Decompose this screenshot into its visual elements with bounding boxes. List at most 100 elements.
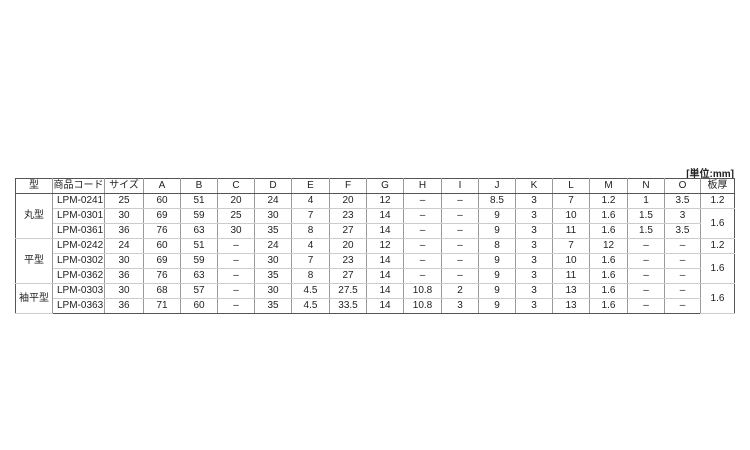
column-header: O bbox=[664, 178, 701, 194]
column-header: M bbox=[589, 178, 628, 194]
column-header: D bbox=[254, 178, 292, 194]
value-cell: 7 bbox=[552, 193, 590, 209]
value-cell: 12 bbox=[366, 193, 404, 209]
column-header: K bbox=[515, 178, 553, 194]
value-cell: 35 bbox=[254, 223, 292, 239]
value-cell: – bbox=[664, 238, 701, 254]
column-header: E bbox=[291, 178, 330, 194]
value-cell: 9 bbox=[478, 268, 516, 284]
value-cell: – bbox=[441, 238, 479, 254]
value-cell: 3 bbox=[515, 223, 553, 239]
value-cell: 3.5 bbox=[664, 223, 701, 239]
value-cell: 20 bbox=[217, 193, 255, 209]
value-cell: – bbox=[217, 298, 255, 314]
value-cell: 30 bbox=[104, 208, 144, 224]
table-row: LPM-0302 30 69 59–30 7 23 14– –9 3 10 1.6– –1.6 bbox=[16, 253, 735, 284]
value-cell: 3 bbox=[515, 253, 553, 269]
value-cell: 24 bbox=[254, 238, 292, 254]
value-cell: 36 bbox=[104, 298, 144, 314]
value-cell: – bbox=[627, 268, 665, 284]
column-header: G bbox=[366, 178, 404, 194]
value-cell: 11 bbox=[552, 223, 590, 239]
value-cell: 36 bbox=[104, 268, 144, 284]
value-cell: 9 bbox=[478, 208, 516, 224]
product-code-cell: LPM-0302 bbox=[52, 253, 105, 269]
value-cell: 10.8 bbox=[403, 283, 442, 299]
value-cell: 3 bbox=[515, 193, 553, 209]
column-header: A bbox=[143, 178, 181, 194]
value-cell: – bbox=[441, 193, 479, 209]
value-cell: 1.2 bbox=[589, 193, 628, 209]
value-cell: – bbox=[441, 208, 479, 224]
value-cell: 1.5 bbox=[627, 208, 665, 224]
value-cell: 3.5 bbox=[664, 193, 701, 209]
value-cell: 9 bbox=[478, 223, 516, 239]
value-cell: 60 bbox=[180, 298, 218, 314]
column-header: B bbox=[180, 178, 218, 194]
value-cell: 9 bbox=[478, 283, 516, 299]
value-cell: – bbox=[403, 193, 442, 209]
value-cell: 10 bbox=[552, 253, 590, 269]
value-cell: 3 bbox=[515, 283, 553, 299]
value-cell: 59 bbox=[180, 253, 218, 269]
value-cell: 4.5 bbox=[291, 283, 330, 299]
value-cell: 1.5 bbox=[627, 223, 665, 239]
value-cell: 4 bbox=[291, 193, 330, 209]
value-cell: 3 bbox=[515, 298, 553, 314]
header-row: 型商品コード サイズ A B C D E F G H I J K L M N O 板厚 bbox=[15, 178, 735, 194]
product-code-cell: LPM-0363 bbox=[52, 298, 105, 314]
thickness-cell: 1.2 bbox=[700, 238, 735, 254]
column-header: N bbox=[627, 178, 665, 194]
value-cell: 14 bbox=[366, 253, 404, 269]
value-cell: – bbox=[217, 253, 255, 269]
table-row: 丸型 LPM-0241 25 60 51 20 24 4 20 12– –8.5 3 7 1.2 1 3.5 1… bbox=[15, 193, 735, 239]
value-cell: 4.5 bbox=[291, 298, 330, 314]
value-cell: 27.5 bbox=[329, 283, 367, 299]
value-cell: 3 bbox=[515, 268, 553, 284]
value-cell: 10 bbox=[552, 208, 590, 224]
value-cell: 7 bbox=[291, 253, 330, 269]
value-cell: 3 bbox=[441, 298, 479, 314]
value-cell: 35 bbox=[254, 268, 292, 284]
value-cell: 13 bbox=[552, 298, 590, 314]
table-row: LPM-0301 30 69 59 25 30 7 23 14– –9 3 10 1.6 1.5 3 1.6 bbox=[16, 208, 735, 239]
value-cell: – bbox=[664, 253, 701, 269]
value-cell: 60 bbox=[143, 193, 181, 209]
product-code-cell: LPM-0242 bbox=[52, 238, 105, 254]
value-cell: – bbox=[627, 238, 665, 254]
table-row: LPM-0361 36 76 63 30 35 8 27 14– –9 3 11 1.6 1.5 3.5 bbox=[16, 223, 735, 239]
value-cell: – bbox=[627, 283, 665, 299]
product-code-cell: LPM-0241 bbox=[52, 193, 105, 209]
value-cell: – bbox=[217, 268, 255, 284]
value-cell: 1.6 bbox=[589, 223, 628, 239]
table-row: 袖平型 LPM-0303 30 68 57–30 4.5 27.5 14 10.8 2 9 3 13 1.… bbox=[15, 283, 735, 314]
table-row: LPM-0363 36 71 60–35 4.5 33.5 14 10.8 3 9 3 13 1.6– – bbox=[16, 298, 735, 314]
value-cell: – bbox=[627, 253, 665, 269]
value-cell: – bbox=[403, 208, 442, 224]
value-cell: 14 bbox=[366, 283, 404, 299]
value-cell: 24 bbox=[104, 238, 144, 254]
unit-label: [単位:mm] bbox=[686, 169, 734, 180]
value-cell: 27 bbox=[329, 223, 367, 239]
value-cell: 1.6 bbox=[589, 298, 628, 314]
value-cell: – bbox=[664, 283, 701, 299]
product-code-cell: LPM-0362 bbox=[52, 268, 105, 284]
product-code-cell: LPM-0301 bbox=[52, 208, 105, 224]
value-cell: 3 bbox=[515, 238, 553, 254]
value-cell: 1.6 bbox=[589, 283, 628, 299]
thickness-cell: 1.6 bbox=[700, 208, 735, 239]
column-header: H bbox=[403, 178, 442, 194]
value-cell: 11 bbox=[552, 268, 590, 284]
value-cell: 51 bbox=[180, 193, 218, 209]
value-cell: 8 bbox=[478, 238, 516, 254]
value-cell: – bbox=[664, 298, 701, 314]
value-cell: 14 bbox=[366, 208, 404, 224]
value-cell: 7 bbox=[552, 238, 590, 254]
value-cell: 4 bbox=[291, 238, 330, 254]
value-cell: 1.6 bbox=[589, 268, 628, 284]
value-cell: 25 bbox=[104, 193, 144, 209]
column-header: C bbox=[217, 178, 255, 194]
value-cell: 12 bbox=[589, 238, 628, 254]
value-cell: 1.6 bbox=[589, 208, 628, 224]
value-cell: 33.5 bbox=[329, 298, 367, 314]
